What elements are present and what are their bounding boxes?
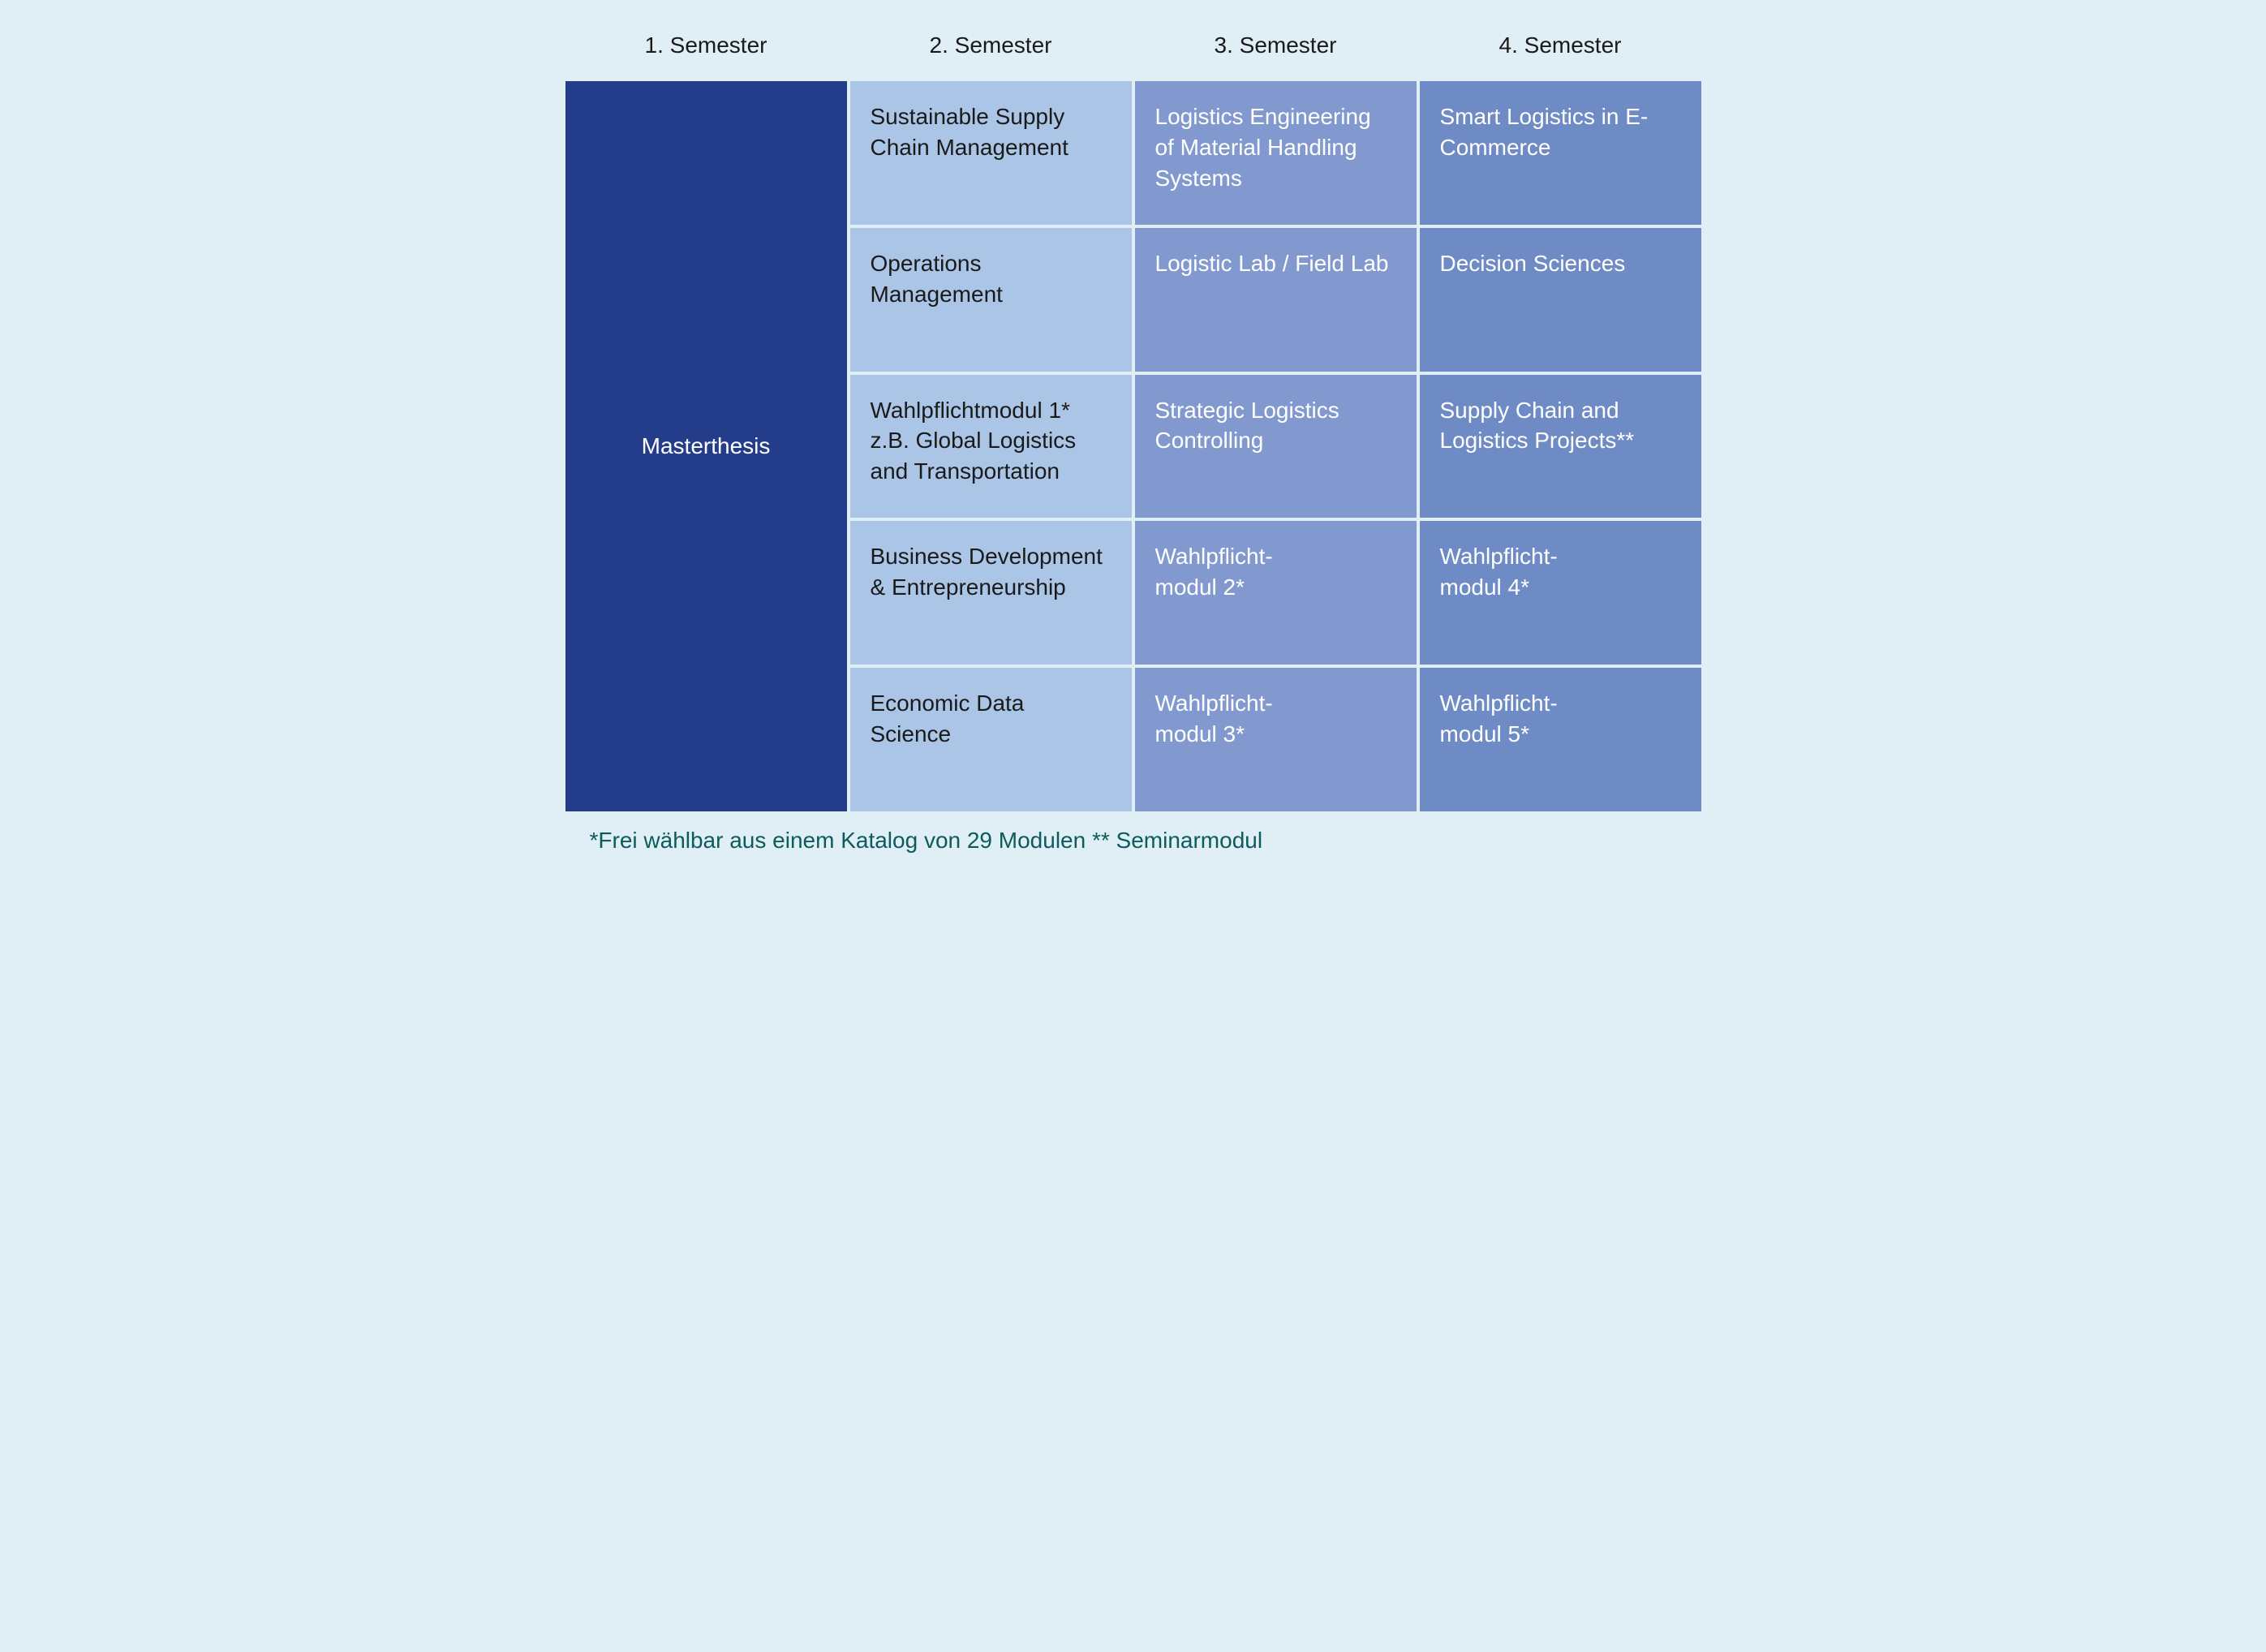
cell-label: Masterthesis xyxy=(642,431,771,462)
table-cell: Sustainable Supply Chain Management xyxy=(850,81,1132,225)
cell-label: Sustainable Supply Chain Management xyxy=(871,101,1112,163)
table-cell: Logistics Engineering of Material Handli… xyxy=(1135,81,1417,225)
cell-label: Wahlpflicht-modul 4* xyxy=(1440,541,1558,603)
table-cell: Wahlpflichtmodul 1* z.B. Global Logistic… xyxy=(850,375,1132,518)
table-cell: Decision Sciences xyxy=(1420,228,1701,372)
cell-label: Economic Data Science xyxy=(871,688,1112,750)
cell-label: Supply Chain and Logistics Projects** xyxy=(1440,395,1681,457)
table-cell: Supply Chain and Logistics Projects** xyxy=(1420,375,1701,518)
cell-label: Business Development & Entrepreneurship xyxy=(871,541,1112,603)
column-header: 1. Semester xyxy=(565,16,847,75)
column-header: 2. Semester xyxy=(850,16,1132,75)
table-header-row: 1. Semester 2. Semester 3. Semester 4. S… xyxy=(565,16,1701,75)
table-cell: Wahlpflicht-modul 5* xyxy=(1420,668,1701,811)
table-cell: Logistic Lab / Field Lab xyxy=(1135,228,1417,372)
table-cell: Economic Data Science xyxy=(850,668,1132,811)
cell-label: Operations Management xyxy=(871,248,1112,310)
cell-label: Decision Sciences xyxy=(1440,248,1626,279)
table-cell: Wahlpflicht-modul 4* xyxy=(1420,521,1701,665)
column-header: 4. Semester xyxy=(1420,16,1701,75)
cell-label: Smart Logistics in E-Commerce xyxy=(1440,101,1681,163)
curriculum-table: 1. Semester 2. Semester 3. Semester 4. S… xyxy=(565,16,1701,870)
table-cell: Wahlpflicht-modul 3* xyxy=(1135,668,1417,811)
table-cell: Business Development & Entrepreneurship xyxy=(850,521,1132,665)
cell-label: Logistic Lab / Field Lab xyxy=(1155,248,1389,279)
table-cell-masterthesis: Masterthesis xyxy=(565,81,847,811)
table-cell: Smart Logistics in E-Commerce xyxy=(1420,81,1701,225)
cell-label: Wahlpflichtmodul 1* z.B. Global Logistic… xyxy=(871,395,1112,487)
cell-label: Wahlpflicht-modul 2* xyxy=(1155,541,1273,603)
cell-label: Strategic Logistics Controlling xyxy=(1155,395,1396,457)
footnote: *Frei wählbar aus einem Katalog von 29 M… xyxy=(565,811,1701,870)
cell-label: Wahlpflicht-modul 3* xyxy=(1155,688,1273,750)
table-cell: Wahlpflicht-modul 2* xyxy=(1135,521,1417,665)
column-header: 3. Semester xyxy=(1135,16,1417,75)
table-body: Sustainable Supply Chain Management Logi… xyxy=(565,81,1701,811)
table-cell: Operations Management xyxy=(850,228,1132,372)
table-cell: Strategic Logistics Controlling xyxy=(1135,375,1417,518)
cell-label: Logistics Engineering of Material Handli… xyxy=(1155,101,1396,193)
cell-label: Wahlpflicht-modul 5* xyxy=(1440,688,1558,750)
